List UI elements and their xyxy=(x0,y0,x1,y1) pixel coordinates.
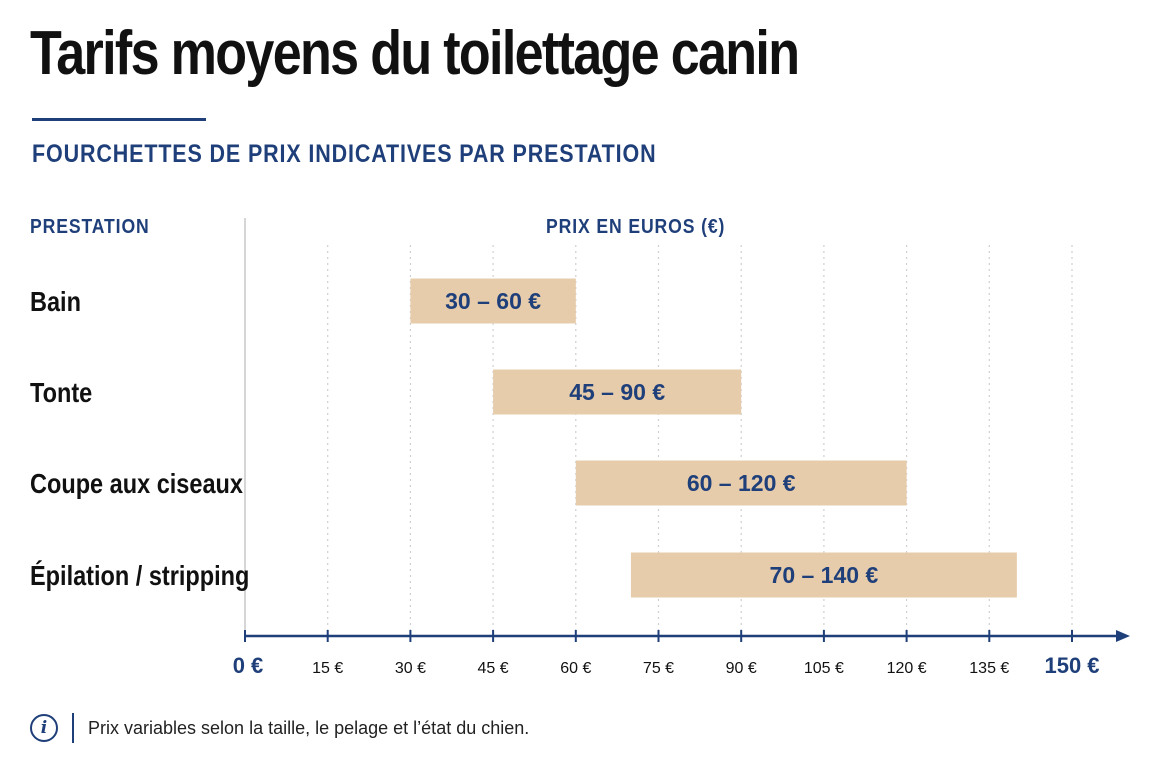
footer-divider xyxy=(72,713,74,743)
range-bar xyxy=(493,369,742,415)
tick-label: 90 € xyxy=(726,660,757,677)
category-label: Coupe aux ciseaux xyxy=(30,469,244,499)
tick-label: 135 € xyxy=(969,660,1009,677)
chart-subtitle: FOURCHETTES DE PRIX INDICATIVES PAR PRES… xyxy=(32,140,657,168)
bars: 30 – 60 € 45 – 90 € 60 – 120 € 70 – 140 € xyxy=(410,278,1017,598)
category-label: Épilation / stripping xyxy=(30,560,249,591)
axis-arrow-icon xyxy=(1116,630,1130,642)
footer-text: Prix variables selon la taille, le pelag… xyxy=(88,717,530,738)
range-bar xyxy=(630,552,1017,598)
tick-label: 45 € xyxy=(478,660,509,677)
category-labels: Bain Tonte Coupe aux ciseaux Épilation / st… xyxy=(30,287,249,591)
tick-label: 0 € xyxy=(233,653,264,678)
category-label: Bain xyxy=(30,287,81,317)
axis-title: PRIX EN EUROS (€) xyxy=(546,216,726,238)
footer-note: i Prix variables selon la taille, le pel… xyxy=(30,710,529,746)
tick-label: 75 € xyxy=(643,660,674,677)
tick-label: 60 € xyxy=(560,660,591,677)
tick-label: 150 € xyxy=(1044,653,1099,678)
category-label: Tonte xyxy=(30,378,92,408)
chart-title: Tarifs moyens du toilettage canin xyxy=(30,19,800,88)
tick-label: 30 € xyxy=(395,660,426,677)
bar-label: 70 – 140 € xyxy=(770,562,879,588)
tick-label: 120 € xyxy=(887,660,927,677)
x-axis: 0 € 15 € 30 € 45 € 60 € 75 € 90 € 105 € 120 € 135… xyxy=(233,630,1130,678)
tick-label: 15 € xyxy=(312,660,343,677)
bar-label: 60 – 120 € xyxy=(687,470,796,496)
bar-label: 45 – 90 € xyxy=(569,379,665,405)
category-column-header: PRESTATION xyxy=(30,216,150,238)
bar-label: 30 – 60 € xyxy=(445,288,541,314)
tick-label: 105 € xyxy=(804,660,844,677)
range-bar xyxy=(575,460,907,506)
title-underline xyxy=(32,118,206,121)
info-icon: i xyxy=(30,714,58,742)
range-bar xyxy=(410,278,576,324)
